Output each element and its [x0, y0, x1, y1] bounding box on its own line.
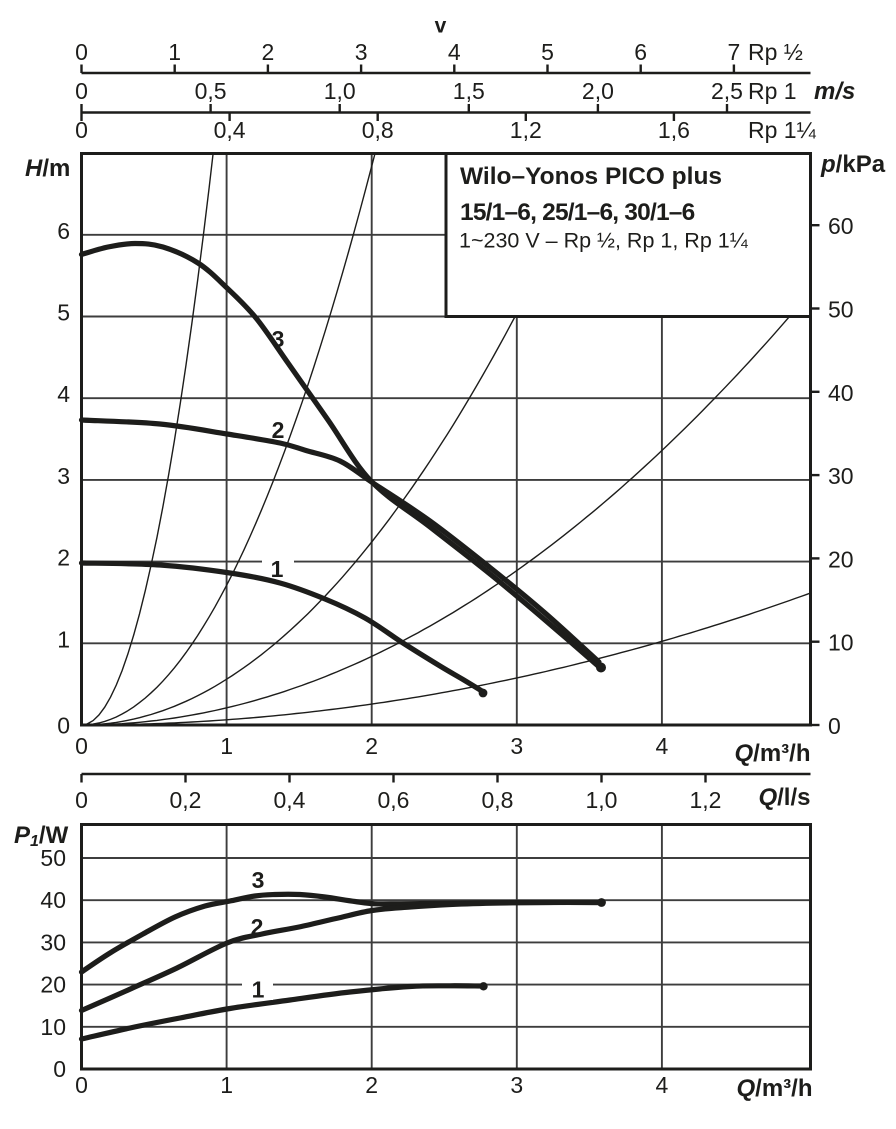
svg-text:p/kPa: p/kPa — [820, 151, 886, 178]
svg-text:1: 1 — [220, 1072, 233, 1098]
svg-text:1,0: 1,0 — [586, 787, 618, 813]
svg-text:1: 1 — [168, 39, 181, 65]
svg-text:0: 0 — [75, 117, 88, 143]
svg-text:30: 30 — [828, 463, 854, 489]
svg-text:3: 3 — [510, 1072, 523, 1098]
svg-text:6: 6 — [634, 39, 647, 65]
svg-text:Q/l/s: Q/l/s — [758, 784, 810, 811]
svg-text:Wilo–Yonos PICO plus: Wilo–Yonos PICO plus — [460, 163, 722, 190]
svg-text:1,2: 1,2 — [510, 117, 542, 143]
svg-text:20: 20 — [40, 972, 66, 998]
svg-text:5: 5 — [541, 39, 554, 65]
svg-text:Q/m³/h: Q/m³/h — [735, 740, 811, 767]
svg-text:0: 0 — [53, 1056, 66, 1082]
svg-text:60: 60 — [828, 213, 854, 239]
svg-text:3: 3 — [272, 326, 285, 352]
svg-text:2: 2 — [272, 417, 285, 443]
svg-text:0,8: 0,8 — [362, 117, 394, 143]
svg-text:0: 0 — [75, 78, 88, 104]
svg-text:0,2: 0,2 — [170, 787, 202, 813]
svg-text:3: 3 — [57, 463, 70, 489]
svg-text:40: 40 — [40, 887, 66, 913]
svg-text:10: 10 — [40, 1014, 66, 1040]
svg-text:1: 1 — [252, 977, 265, 1003]
svg-text:1,6: 1,6 — [658, 117, 690, 143]
svg-text:15/1–6, 25/1–6, 30/1–6: 15/1–6, 25/1–6, 30/1–6 — [460, 199, 695, 226]
svg-text:0,4: 0,4 — [274, 787, 306, 813]
svg-text:0: 0 — [75, 787, 88, 813]
svg-text:Rp 1¼: Rp 1¼ — [748, 117, 817, 143]
svg-text:4: 4 — [57, 381, 70, 407]
svg-text:10: 10 — [828, 630, 854, 656]
svg-text:1: 1 — [220, 733, 233, 759]
svg-text:0: 0 — [75, 733, 88, 759]
svg-text:1: 1 — [271, 556, 284, 582]
svg-text:30: 30 — [40, 929, 66, 955]
svg-text:2: 2 — [57, 545, 70, 571]
svg-text:1,5: 1,5 — [453, 78, 485, 104]
svg-text:0: 0 — [75, 1072, 88, 1098]
svg-text:Rp 1: Rp 1 — [748, 78, 797, 104]
svg-text:0: 0 — [57, 713, 70, 739]
svg-text:40: 40 — [828, 380, 854, 406]
svg-text:0: 0 — [75, 39, 88, 65]
svg-text:0,5: 0,5 — [195, 78, 227, 104]
svg-text:1: 1 — [57, 626, 70, 652]
svg-text:H/m: H/m — [25, 155, 70, 182]
svg-text:2: 2 — [365, 1072, 378, 1098]
svg-text:2: 2 — [365, 733, 378, 759]
svg-text:1,2: 1,2 — [690, 787, 722, 813]
svg-text:50: 50 — [828, 297, 854, 323]
svg-text:50: 50 — [40, 845, 66, 871]
svg-text:Rp ½: Rp ½ — [748, 39, 803, 65]
svg-text:3: 3 — [355, 39, 368, 65]
svg-text:0,6: 0,6 — [378, 787, 410, 813]
svg-text:0,8: 0,8 — [482, 787, 514, 813]
svg-text:2: 2 — [251, 914, 264, 940]
svg-text:0: 0 — [828, 713, 841, 739]
svg-text:20: 20 — [828, 546, 854, 572]
svg-text:Q/m³/h: Q/m³/h — [737, 1075, 813, 1102]
svg-text:1,0: 1,0 — [324, 78, 356, 104]
svg-text:3: 3 — [252, 867, 265, 893]
svg-text:4: 4 — [448, 39, 461, 65]
svg-text:2,5: 2,5 — [711, 78, 743, 104]
svg-text:m/s: m/s — [814, 78, 855, 105]
svg-text:v: v — [435, 15, 447, 38]
svg-text:1~230 V – Rp ½, Rp 1, Rp 1¼: 1~230 V – Rp ½, Rp 1, Rp 1¼ — [459, 229, 749, 253]
svg-text:5: 5 — [57, 300, 70, 326]
svg-text:2,0: 2,0 — [582, 78, 614, 104]
svg-text:0,4: 0,4 — [214, 117, 246, 143]
svg-text:4: 4 — [656, 733, 669, 759]
svg-text:7: 7 — [728, 39, 741, 65]
svg-text:4: 4 — [656, 1072, 669, 1098]
svg-text:6: 6 — [57, 218, 70, 244]
svg-text:3: 3 — [510, 733, 523, 759]
svg-text:2: 2 — [262, 39, 275, 65]
svg-text:P1/W: P1/W — [14, 822, 69, 850]
